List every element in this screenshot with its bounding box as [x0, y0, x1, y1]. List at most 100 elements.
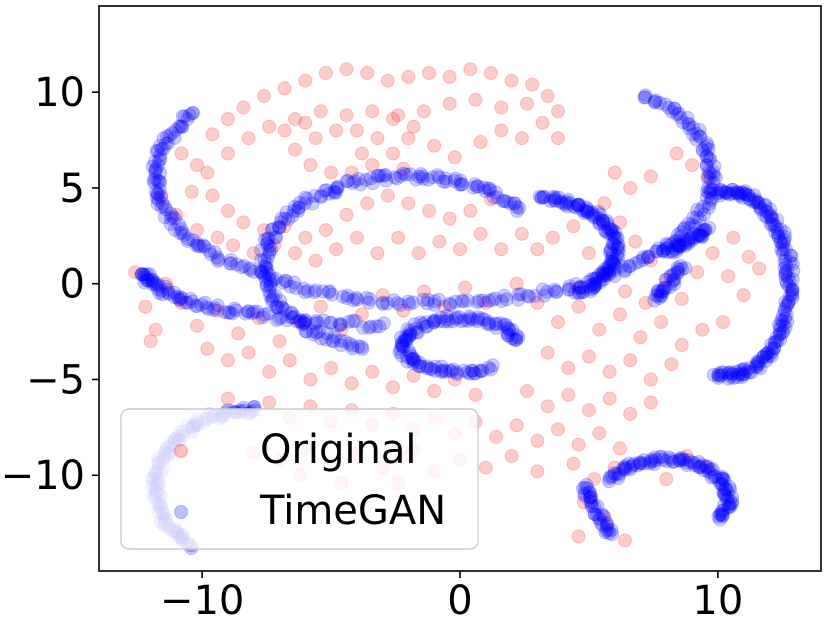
point-timegan [729, 185, 744, 200]
point-timegan [489, 316, 504, 331]
point-timegan [562, 279, 577, 294]
point-timegan [581, 204, 595, 219]
point-timegan [703, 462, 718, 477]
point-timegan [250, 304, 265, 319]
point-timegan [468, 366, 483, 381]
legend: Original TimeGAN [120, 408, 479, 550]
point-timegan [488, 185, 503, 200]
point-timegan [399, 333, 414, 348]
point-timegan [767, 217, 782, 232]
point-timegan [145, 276, 160, 291]
point-timegan [342, 314, 356, 329]
point-timegan [162, 128, 177, 143]
point-timegan [623, 258, 638, 273]
point-original [607, 460, 622, 475]
point-timegan [437, 363, 452, 378]
point-timegan [375, 296, 390, 311]
point-timegan [750, 359, 765, 374]
point-timegan [299, 324, 314, 339]
point-original [700, 460, 715, 475]
point-timegan [198, 295, 212, 310]
point-timegan [637, 90, 652, 105]
point-timegan [584, 499, 599, 514]
point-timegan [503, 196, 518, 211]
point-timegan [210, 250, 225, 265]
point-timegan [478, 184, 493, 199]
point-timegan [786, 263, 801, 278]
point-timegan [403, 326, 418, 341]
point-timegan [161, 286, 176, 301]
point-timegan [475, 363, 490, 378]
point-original [643, 169, 658, 184]
point-timegan [274, 310, 289, 325]
point-timegan [590, 499, 605, 513]
point-timegan [611, 466, 626, 481]
point-original [277, 219, 292, 234]
point-timegan [153, 175, 168, 190]
point-timegan [601, 220, 616, 235]
point-original [514, 131, 529, 146]
point-original [257, 89, 271, 103]
point-timegan [180, 234, 195, 249]
point-timegan [307, 188, 322, 203]
point-original [226, 238, 241, 253]
point-timegan [399, 332, 414, 346]
point-timegan [286, 204, 301, 218]
point-original [581, 246, 596, 261]
point-timegan [223, 256, 238, 271]
point-timegan [386, 293, 401, 308]
point-timegan [363, 319, 378, 334]
point-original [370, 131, 385, 146]
point-timegan [582, 485, 597, 500]
point-timegan [764, 349, 779, 364]
point-timegan [558, 197, 573, 212]
point-timegan [470, 314, 485, 329]
point-timegan [583, 490, 598, 505]
point-timegan [333, 316, 347, 331]
point-timegan [581, 274, 596, 289]
point-timegan [720, 492, 735, 507]
point-timegan [587, 208, 602, 223]
point-timegan [605, 223, 620, 238]
point-timegan [156, 141, 171, 156]
point-timegan [677, 233, 692, 248]
point-original [396, 303, 411, 318]
point-original [205, 188, 220, 203]
point-timegan [689, 126, 704, 141]
point-original [530, 242, 545, 257]
point-timegan [718, 185, 733, 200]
point-timegan [724, 186, 739, 201]
point-timegan [482, 183, 497, 198]
point-original [612, 215, 627, 230]
point-original [442, 96, 457, 111]
point-timegan [472, 293, 487, 308]
point-timegan [625, 458, 640, 473]
point-timegan [547, 282, 562, 297]
point-timegan [735, 190, 750, 205]
point-original [514, 226, 529, 241]
point-original [618, 533, 632, 548]
point-timegan [599, 213, 614, 228]
point-timegan [607, 252, 622, 267]
point-timegan [603, 262, 618, 277]
point-original [571, 529, 586, 544]
point-timegan [441, 314, 455, 329]
point-timegan [285, 310, 300, 325]
point-timegan [721, 499, 736, 514]
point-timegan [593, 275, 608, 290]
point-timegan [778, 266, 793, 281]
point-timegan [327, 184, 342, 199]
point-timegan [673, 258, 688, 273]
point-original [334, 322, 349, 337]
point-timegan [677, 220, 692, 235]
point-original [597, 269, 612, 284]
point-timegan [767, 341, 782, 356]
point-timegan [610, 241, 625, 256]
point-timegan [667, 272, 682, 287]
point-timegan [703, 166, 718, 181]
point-timegan [257, 253, 272, 268]
point-timegan [696, 199, 711, 214]
point-timegan [601, 260, 616, 275]
point-timegan [678, 261, 693, 276]
point-timegan [657, 281, 672, 296]
